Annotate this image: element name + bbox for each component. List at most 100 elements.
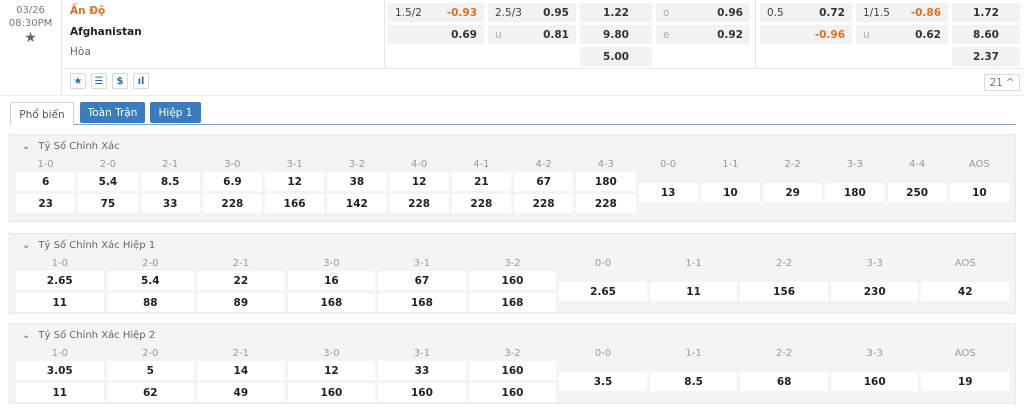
ou-ht-under[interactable]: u 0.62 [856,25,948,44]
score-odd-home[interactable]: 160 [468,361,557,380]
score-odd-away[interactable]: 62 [106,383,195,402]
score-odd[interactable]: 8.5 [649,372,738,391]
score-odd-away[interactable]: 160 [287,383,376,402]
score-odd-home[interactable]: 16 [287,271,376,290]
score-label: AOS [968,159,990,170]
score-odd-away[interactable]: 228 [389,194,449,213]
score-label: 3-0 [323,348,340,359]
chart-icon[interactable]: ıl [133,73,149,89]
score-odd-away[interactable]: 75 [78,194,138,213]
score-odd[interactable]: 10 [700,183,760,202]
score-odd-home[interactable]: 12 [287,361,376,380]
score-odd-home[interactable]: 8.5 [140,172,200,191]
ou-ft-over[interactable]: 2.5/3 0.95 [488,3,576,22]
score-odd-away[interactable]: 168 [378,293,466,312]
score-odd[interactable]: 19 [921,372,1009,391]
score-odd[interactable]: 3.5 [559,372,647,391]
score-odd-home[interactable]: 6 [16,172,76,191]
score-odd-away[interactable]: 23 [16,194,76,213]
section-header[interactable]: ⌄ Tỷ Số Chính Xác Hiệp 1 [16,234,1009,256]
score-odd-away[interactable]: 228 [576,194,636,213]
score-column: AOS 10 [949,157,1009,216]
score-odd[interactable]: 160 [830,372,919,391]
score-label: 3-1 [286,159,303,170]
score-odd-home[interactable]: 67 [378,271,466,290]
oe-even[interactable]: e 0.92 [656,25,750,44]
score-label: 1-1 [722,159,739,170]
score-odd-away[interactable]: 11 [16,383,104,402]
hdp-ft-home[interactable]: 1.5/2 -0.93 [388,3,484,22]
score-column: 3-3 180 [825,157,885,216]
section-title: Tỷ Số Chính Xác Hiệp 1 [38,239,156,251]
oe-odd[interactable]: o 0.96 [656,3,750,22]
score-odd-home[interactable]: 160 [468,271,557,290]
score-odd-home[interactable]: 67 [514,172,574,191]
x12-ht-draw[interactable]: 2.37 [952,47,1020,66]
x12-ht-away[interactable]: 8.60 [952,25,1020,44]
x12-ft-home[interactable]: 1.22 [580,3,652,22]
score-odd[interactable]: 250 [887,183,947,202]
score-odd[interactable]: 180 [825,183,885,202]
score-odd-away[interactable]: 160 [468,383,557,402]
score-odd-home[interactable]: 33 [378,361,466,380]
score-odd-home[interactable]: 6.9 [202,172,262,191]
tab-popular[interactable]: Phổ biến [10,102,74,126]
score-odd-away[interactable]: 168 [468,293,557,312]
chevron-down-icon[interactable]: ⌄ [22,140,31,152]
score-odd-home[interactable]: 22 [197,271,285,290]
x12-ft-draw[interactable]: 5.00 [580,47,652,66]
hdp-ft-away[interactable]: 0.69 [388,25,484,44]
score-odd-home[interactable]: 38 [327,172,387,191]
score-odd-home[interactable]: 5 [106,361,195,380]
score-odd-away[interactable]: 33 [140,194,200,213]
score-odd-away[interactable]: 11 [16,293,104,312]
score-odd-home[interactable]: 5.4 [106,271,195,290]
score-odd[interactable]: 13 [638,183,698,202]
score-odd-away[interactable]: 228 [451,194,511,213]
score-label: 3-1 [413,348,431,359]
score-odd[interactable]: 11 [649,282,738,301]
score-odd-home[interactable]: 14 [197,361,285,380]
score-odd-wrap: 180 [825,172,885,216]
score-odd-away[interactable]: 228 [514,194,574,213]
score-odd-away[interactable]: 88 [106,293,195,312]
score-odd[interactable]: 156 [740,282,828,301]
chevron-down-icon[interactable]: ⌄ [22,239,31,251]
score-odd[interactable]: 42 [921,282,1009,301]
hdp-ht-home[interactable]: 0.5 0.72 [760,3,852,22]
score-odd-away[interactable]: 160 [378,383,466,402]
dollar-icon[interactable]: $ [112,73,128,89]
hdp-ht-away[interactable]: -0.96 [760,25,852,44]
score-odd-home[interactable]: 2.65 [16,271,104,290]
score-odd-home[interactable]: 12 [389,172,449,191]
chevron-down-icon[interactable]: ⌄ [22,329,31,341]
score-odd-away[interactable]: 168 [287,293,376,312]
score-odd-away[interactable]: 228 [202,194,262,213]
section-header[interactable]: ⌄ Tỷ Số Chính Xác Hiệp 2 [16,324,1009,346]
x12-ft-away[interactable]: 9.80 [580,25,652,44]
score-odd-home[interactable]: 180 [576,172,636,191]
score-odd[interactable]: 29 [763,183,823,202]
tab-full-time[interactable]: Toàn Trận [80,102,145,123]
list-icon[interactable]: ☰ [91,73,107,89]
score-odd-away[interactable]: 166 [265,194,325,213]
score-odd-away[interactable]: 89 [197,293,285,312]
tab-first-half[interactable]: Hiệp 1 [150,102,201,123]
star-icon[interactable]: ★ [70,73,86,89]
score-odd-away[interactable]: 49 [197,383,285,402]
score-odd-home[interactable]: 3.05 [16,361,104,380]
x12-ht-home[interactable]: 1.72 [952,3,1020,22]
score-odd[interactable]: 230 [830,282,919,301]
favorite-star-icon[interactable]: ★ [24,30,37,46]
score-odd-home[interactable]: 21 [451,172,511,191]
more-markets-toggle[interactable]: 21 ^ [984,74,1020,91]
score-odd[interactable]: 10 [949,183,1009,202]
ou-ht-over[interactable]: 1/1.5 -0.86 [856,3,948,22]
section-header[interactable]: ⌄ Tỷ Số Chính Xác [16,135,1009,157]
score-odd-home[interactable]: 5.4 [78,172,138,191]
score-odd[interactable]: 68 [740,372,828,391]
ou-ft-under[interactable]: u 0.81 [488,25,576,44]
score-odd[interactable]: 2.65 [559,282,647,301]
score-odd-home[interactable]: 12 [265,172,325,191]
score-odd-away[interactable]: 142 [327,194,387,213]
